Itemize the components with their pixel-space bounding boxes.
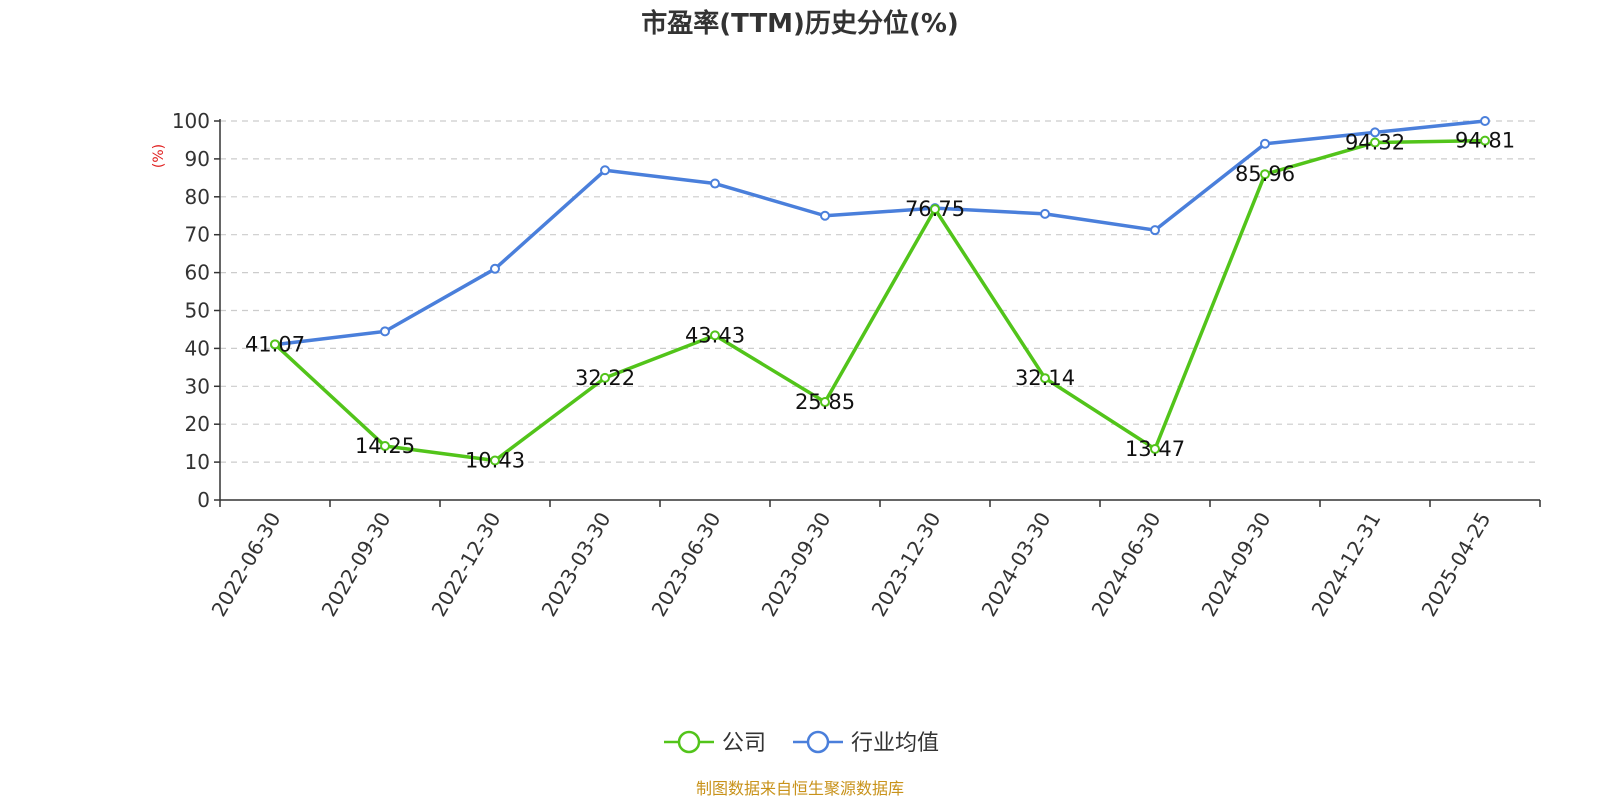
y-axis-label: (%) xyxy=(151,144,167,168)
data-point xyxy=(270,339,280,350)
grid-lines xyxy=(220,120,1540,463)
data-point xyxy=(820,397,830,408)
data-label: 13.47 xyxy=(1125,437,1185,461)
data-point xyxy=(1040,208,1050,219)
data-point xyxy=(1480,116,1490,126)
data-label: 94.81 xyxy=(1455,129,1515,153)
data-point xyxy=(600,165,610,176)
data-label: 94.32 xyxy=(1345,131,1405,155)
chart-title: 市盈率(TTM)历史分位(%) xyxy=(641,8,959,39)
x-tick-label: 2022-06-30 xyxy=(206,508,285,621)
x-tick-label: 2025-04-25 xyxy=(1416,508,1495,621)
y-tick-label: 10 xyxy=(185,450,210,474)
y-tick-label: 80 xyxy=(185,185,210,209)
data-point xyxy=(1040,373,1050,384)
data-point xyxy=(1480,135,1490,146)
data-point xyxy=(600,372,610,383)
source-note: 制图数据来自恒生聚源数据库 xyxy=(696,779,904,798)
data-point xyxy=(490,455,500,466)
y-tick-label: 100 xyxy=(172,109,210,133)
data-point xyxy=(710,178,720,189)
x-tick-label: 2023-12-30 xyxy=(866,508,945,621)
data-labels: 41.07 14.25 10.43 32.22 43.43 25.85 76.75 32.14… xyxy=(245,129,1515,473)
data-label: 43.43 xyxy=(685,323,745,347)
y-tick-label: 0 xyxy=(197,488,210,512)
x-tick-label: 2023-03-30 xyxy=(536,508,615,621)
x-tick-label: 2024-03-30 xyxy=(976,508,1055,621)
data-label: 85.96 xyxy=(1235,162,1295,186)
x-tick-label: 2024-06-30 xyxy=(1086,508,1165,621)
x-tick-label: 2023-09-30 xyxy=(756,508,835,621)
data-label: 14.25 xyxy=(355,434,415,458)
data-point xyxy=(930,204,940,215)
y-tick-label: 40 xyxy=(185,336,210,360)
legend-label[interactable]: 公司 xyxy=(722,731,766,756)
data-label: 25.85 xyxy=(795,390,855,414)
data-point xyxy=(1260,138,1270,149)
y-tick-label: 60 xyxy=(185,261,210,285)
series-lines xyxy=(270,116,1490,466)
y-tick-label: 90 xyxy=(185,147,210,171)
series-line xyxy=(273,138,1486,463)
x-tick-label: 2023-06-30 xyxy=(646,508,725,621)
data-label: 32.22 xyxy=(575,366,635,390)
data-label: 10.43 xyxy=(465,448,525,472)
data-point xyxy=(1150,443,1160,454)
legend-label[interactable]: 行业均值 xyxy=(851,731,939,756)
x-tick-label: 2022-09-30 xyxy=(316,508,395,621)
data-point xyxy=(820,210,830,221)
data-point xyxy=(380,326,390,337)
data-label: 32.14 xyxy=(1015,366,1075,390)
legend-marker xyxy=(677,730,701,754)
data-label: 76.75 xyxy=(905,197,965,221)
y-tick-label: 70 xyxy=(185,223,210,247)
x-tick-label: 2024-12-31 xyxy=(1306,508,1385,621)
data-point xyxy=(380,440,390,451)
y-tick-label: 20 xyxy=(185,412,210,436)
data-point xyxy=(710,330,720,341)
x-tick-label: 2024-09-30 xyxy=(1196,508,1275,621)
series-line xyxy=(274,119,1486,347)
data-point xyxy=(1370,137,1380,148)
data-point xyxy=(490,263,500,274)
y-tick-label: 30 xyxy=(185,374,210,398)
x-tick-label: 2022-12-30 xyxy=(426,508,505,621)
axes: 0 10 20 30 40 50 60 70 80 90 100 2022-06-30 2022-09-… xyxy=(172,109,1541,621)
data-point xyxy=(1260,169,1270,180)
y-tick-label: 50 xyxy=(185,299,210,323)
data-point xyxy=(1150,225,1160,236)
legend-marker xyxy=(806,730,830,754)
data-label: 41.07 xyxy=(245,332,305,356)
data-point xyxy=(1370,127,1380,138)
legend: 公司 行业均值 xyxy=(664,730,939,756)
